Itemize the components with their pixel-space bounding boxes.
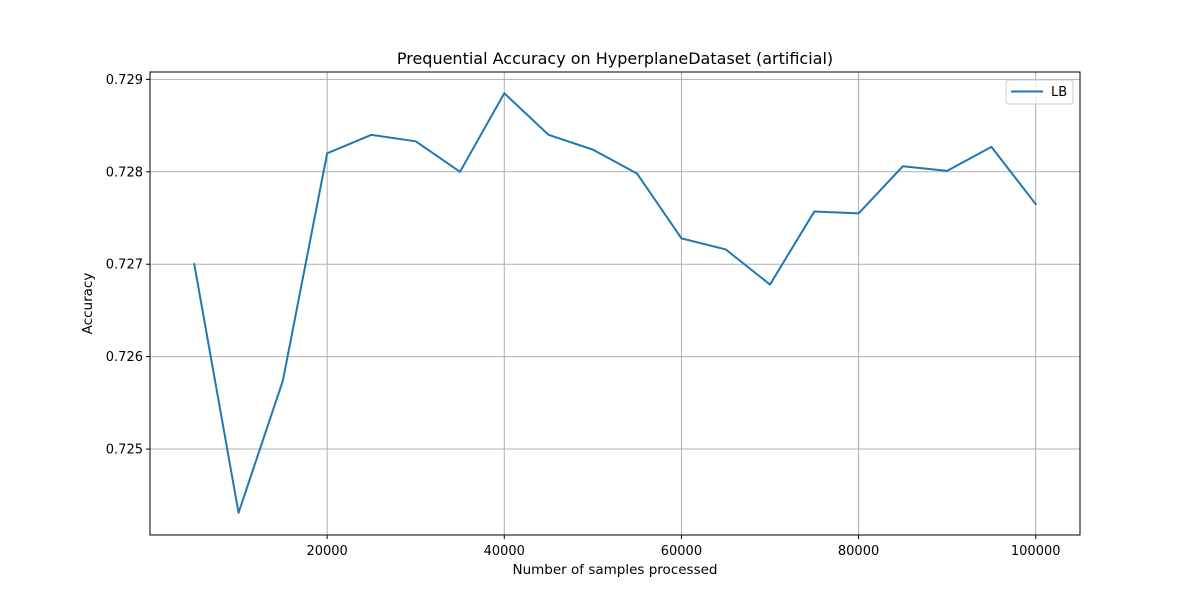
chart-title: Prequential Accuracy on HyperplaneDatase… — [397, 49, 833, 68]
legend-label-lb: LB — [1051, 85, 1067, 100]
y-tick-label: 0.727 — [106, 258, 143, 273]
plot-area-frame — [149, 71, 1081, 536]
series-line-lb — [193, 92, 1038, 514]
x-axis-ticks: 20000 40000 60000 80000 100000 — [306, 535, 1061, 559]
x-axis-label: Number of samples processed — [513, 562, 718, 578]
x-tick-label: 100000 — [1011, 544, 1061, 559]
legend: LB — [1005, 79, 1074, 105]
series-lines — [193, 92, 1038, 514]
y-axis-ticks: 0.725 0.726 0.727 0.728 0.729 — [106, 73, 150, 458]
x-tick-label: 40000 — [484, 544, 525, 559]
x-tick-label: 80000 — [838, 544, 879, 559]
y-axis-label: Accuracy — [80, 273, 96, 335]
y-tick-label: 0.728 — [106, 165, 143, 180]
x-tick-label: 60000 — [661, 544, 702, 559]
x-tick-label: 20000 — [306, 544, 347, 559]
y-tick-label: 0.726 — [106, 350, 143, 365]
y-tick-label: 0.725 — [106, 443, 143, 458]
y-tick-label: 0.729 — [106, 73, 143, 88]
